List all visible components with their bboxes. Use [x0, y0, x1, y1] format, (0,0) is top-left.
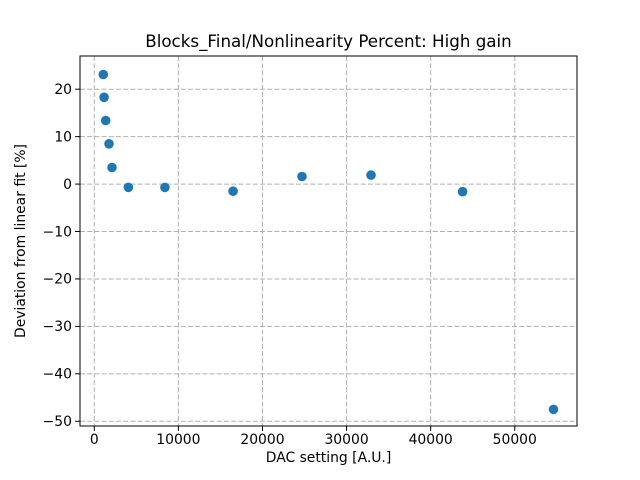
y-axis-label: Deviation from linear fit [%] [13, 144, 29, 338]
scatter-point [366, 170, 376, 180]
scatter-point [107, 162, 117, 173]
y-tick-label: −50 [43, 414, 72, 430]
x-axis-label: DAC setting [A.U.] [265, 450, 392, 466]
scatter-point [100, 115, 111, 126]
scatter-point [457, 186, 468, 197]
scatter-point [228, 186, 238, 196]
x-tick-label: 30000 [324, 432, 368, 448]
chart-title: Blocks_Final/Nonlinearity Percent: High … [145, 31, 512, 51]
axes-frame [79, 55, 578, 427]
y-tick-label: −10 [43, 224, 72, 240]
scatter-point [98, 69, 109, 80]
scatter-point [548, 404, 559, 415]
y-tick-label: 10 [54, 129, 72, 145]
x-tick-label: 0 [90, 432, 99, 448]
x-tick-label: 40000 [409, 432, 453, 448]
x-tick-label: 50000 [493, 432, 537, 448]
scatter-point [104, 139, 114, 149]
y-tick-label: 20 [54, 82, 72, 98]
scatter-point [160, 182, 170, 193]
scatter-point [123, 182, 134, 193]
y-tick-label: −20 [43, 272, 72, 288]
x-tick-label: 20000 [240, 432, 284, 448]
y-tick-label: −40 [43, 367, 72, 383]
y-tick-label: 0 [63, 177, 72, 193]
x-tick-label: 10000 [156, 432, 200, 448]
scatter-point [99, 92, 109, 103]
y-tick-label: −30 [43, 319, 72, 335]
scatter-point [297, 171, 307, 182]
